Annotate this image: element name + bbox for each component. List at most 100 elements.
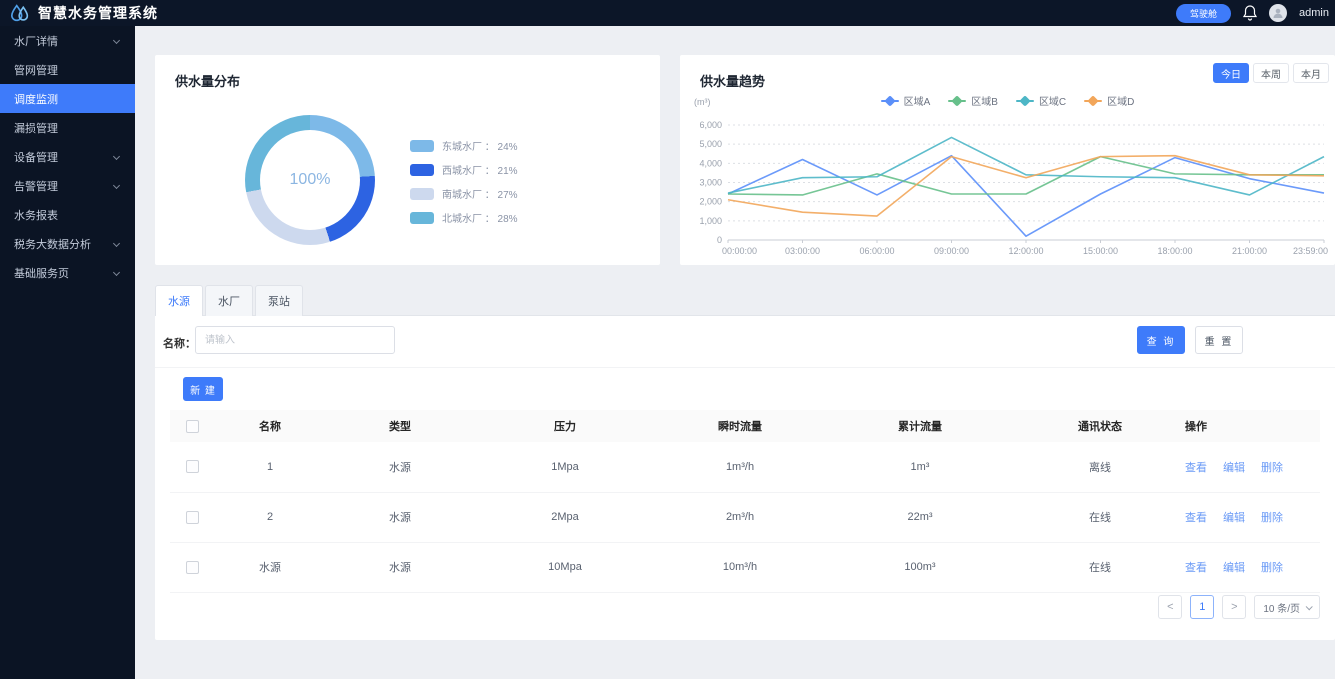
distribution-card-title: 供水量分布 — [175, 74, 241, 89]
sidebar-item-8[interactable]: 税务大数据分析 — [0, 229, 135, 258]
edit-link[interactable]: 编辑 — [1223, 461, 1245, 474]
sidebar-item-1[interactable]: 水厂详情 — [0, 26, 135, 55]
sidebar-item-label: 设备管理 — [14, 151, 58, 164]
sidebar-item-5[interactable]: 设备管理 — [0, 142, 135, 171]
cell-type: 水源 — [389, 562, 411, 574]
svg-text:2,000: 2,000 — [699, 197, 722, 207]
trend-legend-item-4[interactable]: 区域D — [1084, 93, 1134, 108]
chevron-down-icon — [112, 152, 121, 161]
pagination-page-1[interactable]: 1 — [1190, 595, 1215, 619]
svg-text:21:00:00: 21:00:00 — [1232, 246, 1267, 256]
chevron-down-icon — [112, 239, 121, 248]
sidebar-menu: 水厂详情管网管理调度监测漏损管理设备管理告警管理水务报表税务大数据分析基础服务页 — [0, 26, 135, 679]
row-checkbox-cell — [170, 542, 215, 592]
delete-link[interactable]: 删除 — [1261, 562, 1283, 574]
delete-link[interactable]: 删除 — [1261, 461, 1283, 474]
legend-label: 东城水厂 ： 24% — [442, 142, 518, 153]
table-body: 1 水源 1Mpa 1m³/h 1m³ 离线 查看 编辑 删除 2 水源 2Mpa 2m³/h 22m³ 在… — [170, 442, 1320, 592]
donut-legend-item-3: 南城水厂 ： 27% — [410, 186, 518, 201]
sidebar-item-2[interactable]: 管网管理 — [0, 55, 135, 84]
period-button-group: 今日 本周 本月 — [1213, 63, 1329, 83]
sidebar-item-3[interactable]: 调度监测 — [0, 84, 135, 113]
pagination-next-button[interactable]: > — [1222, 595, 1247, 619]
legend-swatch — [410, 163, 434, 176]
sidebar-item-label: 调度监测 — [14, 93, 58, 106]
chevron-down-icon — [1305, 602, 1313, 610]
legend-swatch — [410, 187, 434, 200]
trend-legend-item-1[interactable]: 区域A — [880, 93, 931, 108]
trend-legend-item-3[interactable]: 区域C — [1015, 93, 1066, 108]
legend-label: 区域B — [971, 97, 998, 108]
search-button[interactable]: 查 询 — [1137, 326, 1185, 354]
svg-text:6,000: 6,000 — [699, 120, 722, 130]
cell-instant_flow: 2m³/h — [725, 511, 755, 523]
sidebar-item-label: 基础服务页 — [14, 267, 69, 280]
row-checkbox[interactable] — [186, 560, 199, 574]
name-filter-input[interactable] — [195, 326, 395, 354]
svg-text:3,000: 3,000 — [699, 178, 722, 188]
user-avatar[interactable] — [1269, 4, 1288, 22]
svg-text:09:00:00: 09:00:00 — [934, 246, 969, 256]
sidebar-item-7[interactable]: 水务报表 — [0, 200, 135, 229]
page-size-value: 10 条/页 — [1263, 603, 1300, 615]
period-button-1[interactable]: 今日 — [1213, 63, 1249, 83]
pagination-prev-button[interactable]: < — [1158, 595, 1183, 619]
column-header-5: 累计流量 — [898, 421, 942, 433]
table-row: 水源 水源 10Mpa 10m³/h 100m³ 在线 查看 编辑 删除 — [170, 542, 1320, 592]
sidebar-item-4[interactable]: 漏损管理 — [0, 113, 135, 142]
assets-table: 名称 类型 压力 瞬时流量 累计流量 通讯状态 操作 1 水源 1Mpa 1m³/h 1m³ 离线 查看… — [170, 410, 1320, 593]
sidebar-item-9[interactable]: 基础服务页 — [0, 258, 135, 287]
svg-text:00:00:00: 00:00:00 — [722, 246, 757, 256]
period-button-2[interactable]: 本周 — [1253, 63, 1289, 83]
view-link[interactable]: 查看 — [1185, 461, 1207, 474]
legend-label: 南城水厂 ： 27% — [442, 190, 518, 201]
cell-pressure: 1Mpa — [551, 460, 579, 473]
chevron-down-icon — [112, 181, 121, 190]
view-link[interactable]: 查看 — [1185, 512, 1207, 524]
create-button[interactable]: 新 建 — [183, 377, 223, 401]
cockpit-button[interactable]: 驾驶舱 — [1176, 3, 1232, 23]
legend-line-marker — [880, 94, 899, 107]
donut-legend: 东城水厂 ： 24% 西城水厂 ： 21% 南城水厂 ： 27% 北城水厂 ： 28% — [410, 138, 518, 225]
sidebar-item-label: 管网管理 — [14, 64, 58, 77]
cell-pressure: 10Mpa — [548, 561, 582, 573]
legend-label: 西城水厂 ： 21% — [442, 166, 518, 177]
legend-label: 区域A — [903, 97, 931, 108]
trend-card-title: 供水量趋势 — [700, 74, 766, 89]
edit-link[interactable]: 编辑 — [1223, 512, 1245, 524]
cell-total_flow: 22m³ — [907, 511, 933, 523]
trend-legend-item-2[interactable]: 区域B — [948, 93, 998, 108]
panel-tabs: 水源 水厂 泵站 — [155, 285, 1335, 316]
donut-legend-item-1: 东城水厂 ： 24% — [410, 138, 518, 153]
column-header-2: 类型 — [389, 421, 411, 433]
tab-2[interactable]: 水厂 — [205, 285, 253, 316]
reset-button[interactable]: 重 置 — [1195, 326, 1243, 354]
delete-link[interactable]: 删除 — [1261, 512, 1283, 524]
table-row: 2 水源 2Mpa 2m³/h 22m³ 在线 查看 编辑 删除 — [170, 492, 1320, 542]
cell-name: 水源 — [259, 562, 281, 574]
column-header-4: 瞬时流量 — [718, 421, 762, 433]
name-filter-label: 名称： — [163, 338, 196, 350]
trend-line-chart: 6,000 5,000 4,000 3,000 2,000 1,000 000:00:00 0… — [699, 120, 1328, 256]
row-actions-cell: 查看 编辑 删除 — [1185, 492, 1320, 542]
column-header-6: 通讯状态 — [1078, 421, 1122, 433]
legend-line-marker — [1015, 94, 1034, 107]
edit-link[interactable]: 编辑 — [1223, 562, 1245, 574]
svg-text:12:00:00: 12:00:00 — [1008, 246, 1043, 256]
cell-instant_flow: 1m³/h — [725, 460, 755, 473]
sidebar-item-label: 水务报表 — [14, 209, 58, 222]
tab-3[interactable]: 泵站 — [255, 285, 303, 316]
notification-bell-icon[interactable] — [1242, 5, 1258, 21]
page-size-select[interactable]: 10 条/页 — [1254, 595, 1320, 619]
row-checkbox[interactable] — [186, 510, 199, 524]
column-header-1: 名称 — [259, 421, 281, 433]
trend-legend: 区域A 区域B 区域C 区域D — [680, 93, 1335, 108]
view-link[interactable]: 查看 — [1185, 562, 1207, 574]
tab-1[interactable]: 水源 — [155, 285, 203, 316]
row-checkbox[interactable] — [186, 460, 199, 474]
period-button-3[interactable]: 本月 — [1293, 63, 1329, 83]
select-all-checkbox[interactable] — [186, 419, 199, 433]
donut-chart: 100% — [245, 115, 375, 245]
sidebar-item-6[interactable]: 告警管理 — [0, 171, 135, 200]
